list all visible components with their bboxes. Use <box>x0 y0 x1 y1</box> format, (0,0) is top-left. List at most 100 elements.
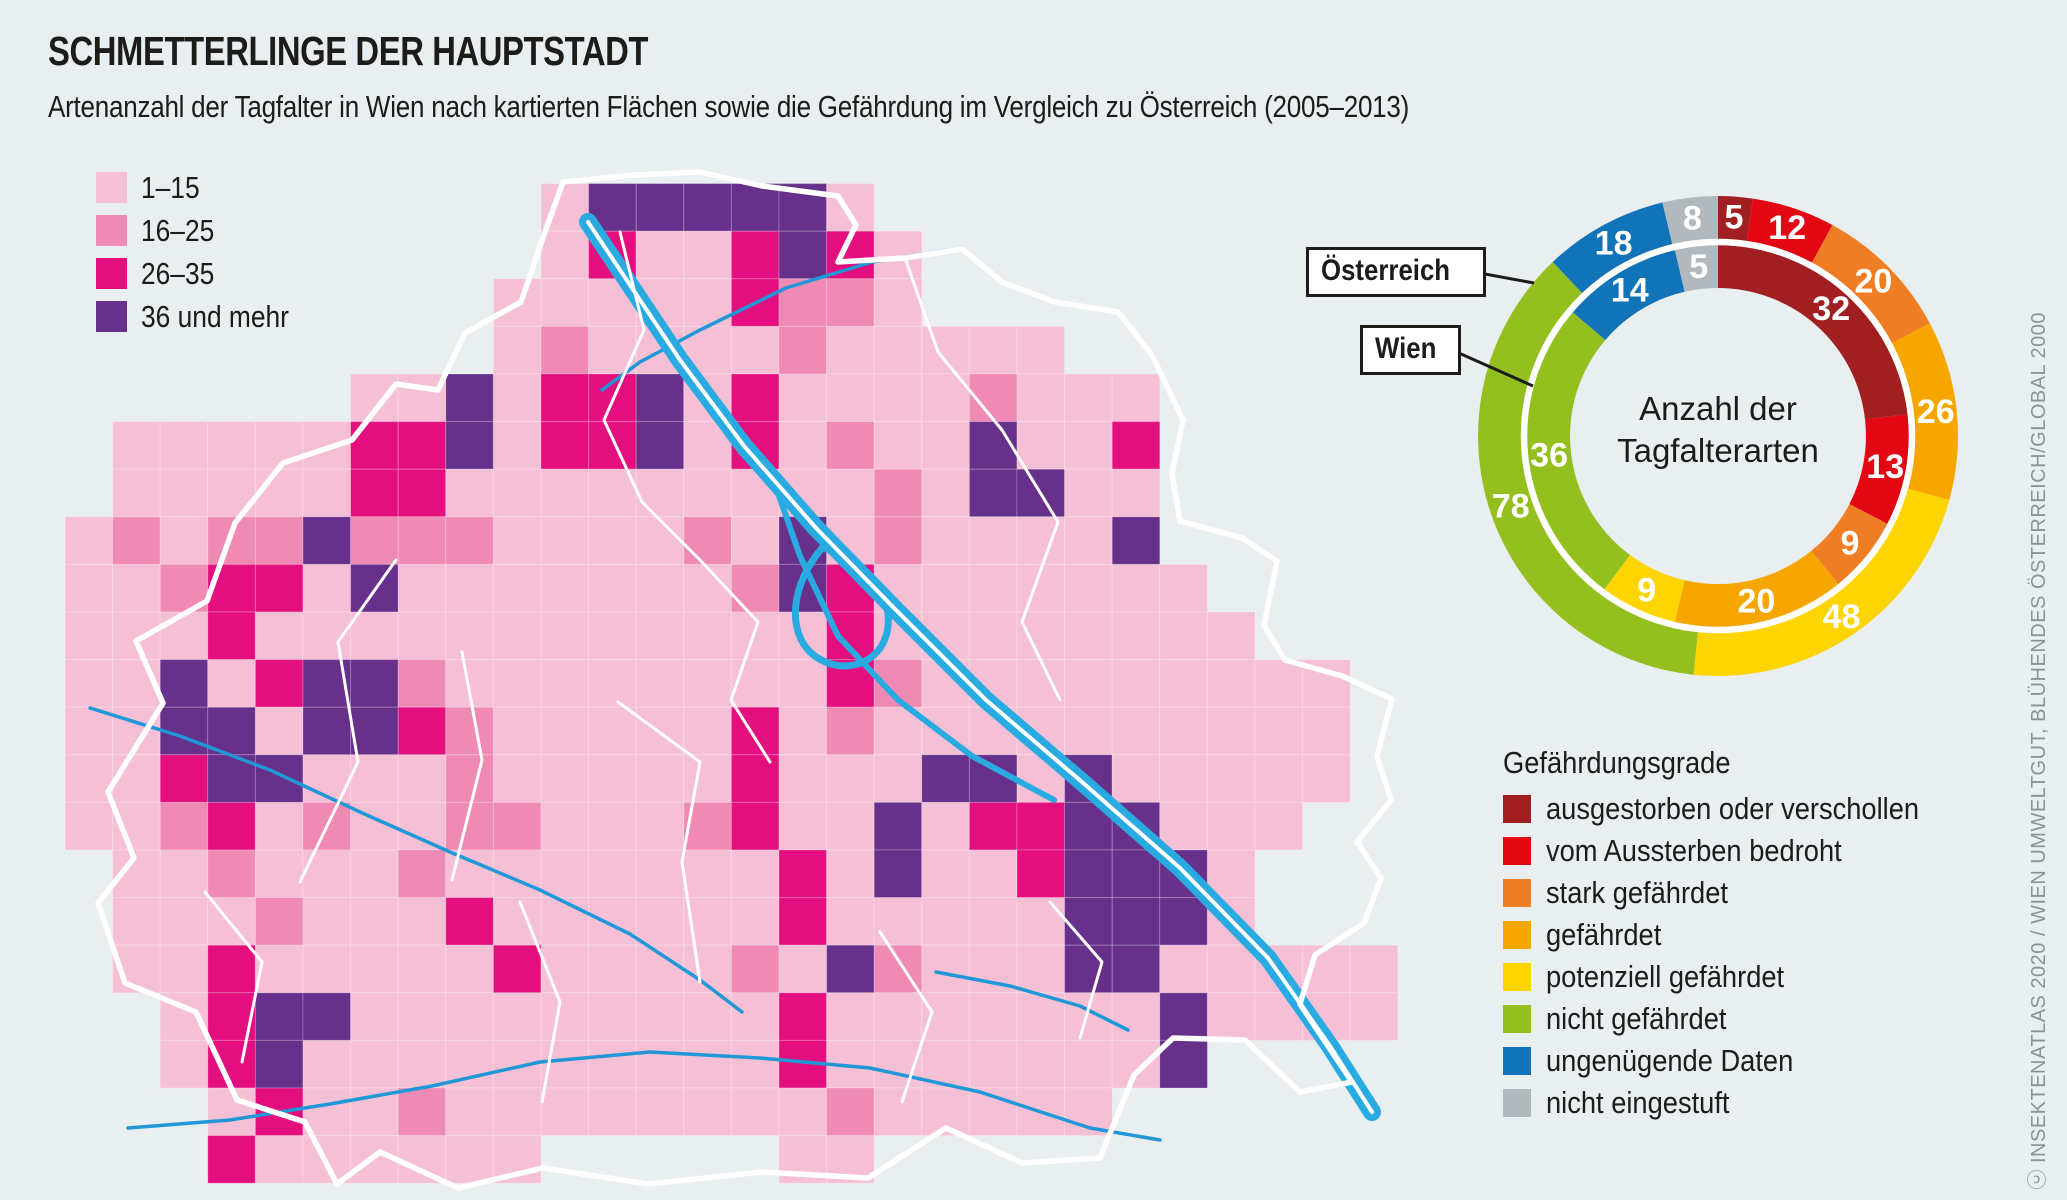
map-cell <box>1064 897 1113 946</box>
map-cell <box>397 1135 447 1184</box>
map-cell <box>635 230 685 280</box>
risk-legend-label: stark gefährdet <box>1546 875 1728 910</box>
map-cell <box>635 516 685 565</box>
map-cell <box>492 325 542 375</box>
map-cell <box>873 421 923 470</box>
map-cell <box>254 754 304 803</box>
map-cell <box>826 183 875 232</box>
risk-legend-item: vom Aussterben bedroht <box>1503 833 1970 868</box>
map-cell <box>873 992 923 1041</box>
map-cell <box>1111 706 1161 756</box>
map-cell <box>968 516 1018 565</box>
risk-legend-item: potenziell gefährdet <box>1503 959 1970 994</box>
map-legend-swatch <box>96 172 127 203</box>
map-cell <box>1111 516 1161 565</box>
map-cell <box>540 659 590 708</box>
map-cell <box>302 849 352 899</box>
donut-segment-österreich-6 <box>1478 262 1698 675</box>
map-cell <box>588 801 637 851</box>
map-cell <box>873 325 923 375</box>
risk-legend-items: ausgestorben oder verschollen vom Ausster… <box>1503 791 1970 1120</box>
liesing-river <box>126 1050 1162 1142</box>
map-cell <box>397 1087 447 1137</box>
map-cell <box>350 706 399 756</box>
label-austria: Österreich <box>1306 247 1487 297</box>
map-cell <box>207 421 256 470</box>
map-cell <box>207 659 256 708</box>
map-cell <box>302 563 352 613</box>
map-cell <box>207 611 256 661</box>
vienna-pointer-line <box>1451 348 1534 388</box>
donut-value-label: 9 <box>1840 524 1859 562</box>
map-cell <box>540 944 590 994</box>
map-legend: 1–15 16–25 26–35 36 und mehr <box>96 170 315 344</box>
map-cell <box>254 897 304 946</box>
map-cell <box>64 801 114 851</box>
map-cell <box>968 611 1018 661</box>
map-cell <box>1159 944 1208 994</box>
map-cell <box>683 992 732 1041</box>
map-cell <box>1111 611 1161 661</box>
map-cell <box>445 468 494 518</box>
map-cell <box>1159 563 1208 613</box>
district-line <box>616 700 702 984</box>
map-cell <box>730 1087 780 1137</box>
map-cell <box>159 611 209 661</box>
map-cell <box>64 611 114 661</box>
map-cell <box>112 754 161 803</box>
map-cell <box>397 611 447 661</box>
map-cell <box>254 563 304 613</box>
map-cell <box>492 659 542 708</box>
map-cell <box>159 944 209 994</box>
risk-legend-label: gefährdet <box>1546 917 1662 952</box>
map-cell <box>540 516 590 565</box>
city-boundary <box>95 169 1395 1191</box>
map-cell <box>302 897 352 946</box>
map-cell <box>540 373 590 423</box>
map-cell <box>112 563 161 613</box>
map-cell <box>635 659 685 708</box>
map-cell <box>730 754 780 803</box>
map-cell <box>492 373 542 423</box>
map-cell <box>683 849 732 899</box>
map-cell <box>1064 373 1113 423</box>
map-cell <box>397 468 447 518</box>
map-cell <box>397 944 447 994</box>
map-cell <box>1254 801 1304 851</box>
map-cell <box>445 1087 494 1137</box>
map-cell <box>1159 611 1208 661</box>
map-cell <box>492 563 542 613</box>
map-cell <box>1111 373 1161 423</box>
map-cell <box>350 659 399 708</box>
map-cell <box>1111 421 1161 470</box>
map-legend-swatch <box>96 215 127 246</box>
map-cell <box>159 897 209 946</box>
map-cell <box>397 754 447 803</box>
map-cell <box>397 421 447 470</box>
donut-segment-wien-2 <box>1849 414 1910 524</box>
map-cell <box>207 944 256 994</box>
map-cell <box>540 325 590 375</box>
map-cell <box>588 706 637 756</box>
lobau-stream <box>934 970 1130 1032</box>
map-cell <box>635 373 685 423</box>
map-cell <box>588 563 637 613</box>
map-cell <box>826 706 875 756</box>
map-cell <box>540 992 590 1041</box>
map-cell <box>445 373 494 423</box>
map-cell <box>1254 754 1304 803</box>
map-cell <box>397 659 447 708</box>
map-cell <box>302 944 352 994</box>
map-cell <box>254 849 304 899</box>
map-cell <box>826 1087 875 1137</box>
map-cell <box>1206 801 1256 851</box>
map-cell <box>1349 944 1399 994</box>
page-subtitle: Artenanzahl der Tagfalter in Wien nach k… <box>48 89 1410 124</box>
risk-legend-swatch <box>1503 1047 1531 1075</box>
risk-legend-label: nicht eingestuft <box>1546 1085 1730 1120</box>
map-cell <box>254 516 304 565</box>
donut-value-label: 78 <box>1492 488 1530 526</box>
map-cell <box>968 849 1018 899</box>
map-cell <box>1349 992 1399 1041</box>
map-cell <box>159 659 209 708</box>
